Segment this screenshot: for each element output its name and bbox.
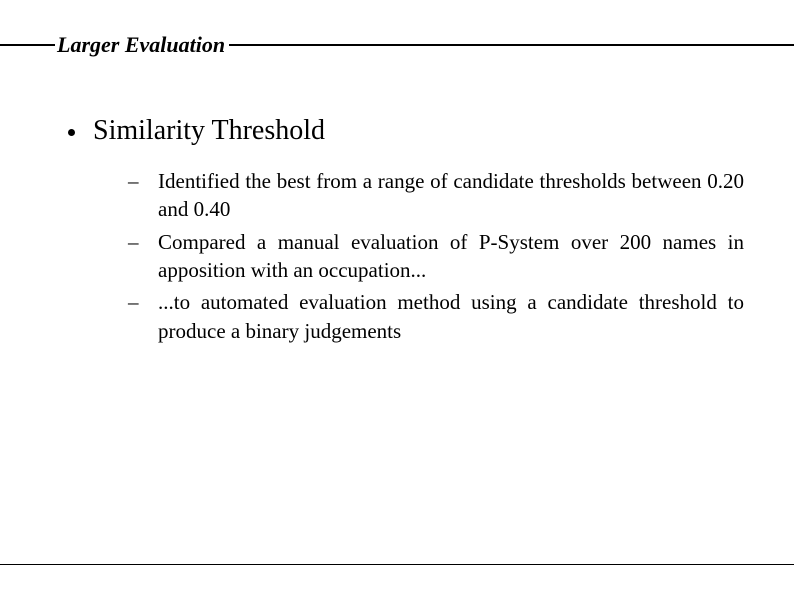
list-item: – ...to automated evaluation method usin…: [128, 288, 744, 345]
list-item: – Compared a manual evaluation of P-Syst…: [128, 228, 744, 285]
list-item-text: Identified the best from a range of cand…: [158, 167, 744, 224]
content-area: Similarity Threshold – Identified the be…: [68, 115, 744, 349]
dash-icon: –: [128, 288, 142, 316]
title-bar: Larger Evaluation: [0, 32, 794, 58]
list-item-text: ...to automated evaluation method using …: [158, 288, 744, 345]
dash-icon: –: [128, 228, 142, 256]
title-rule-right: [229, 44, 794, 46]
dash-icon: –: [128, 167, 142, 195]
bullet-icon: [68, 129, 75, 136]
heading-row: Similarity Threshold: [68, 115, 744, 147]
sub-bullet-list: – Identified the best from a range of ca…: [128, 167, 744, 345]
list-item: – Identified the best from a range of ca…: [128, 167, 744, 224]
title-rule-left: [0, 44, 55, 46]
heading-text: Similarity Threshold: [93, 115, 325, 147]
slide-title: Larger Evaluation: [55, 32, 229, 58]
bottom-rule: [0, 564, 794, 566]
list-item-text: Compared a manual evaluation of P-System…: [158, 228, 744, 285]
